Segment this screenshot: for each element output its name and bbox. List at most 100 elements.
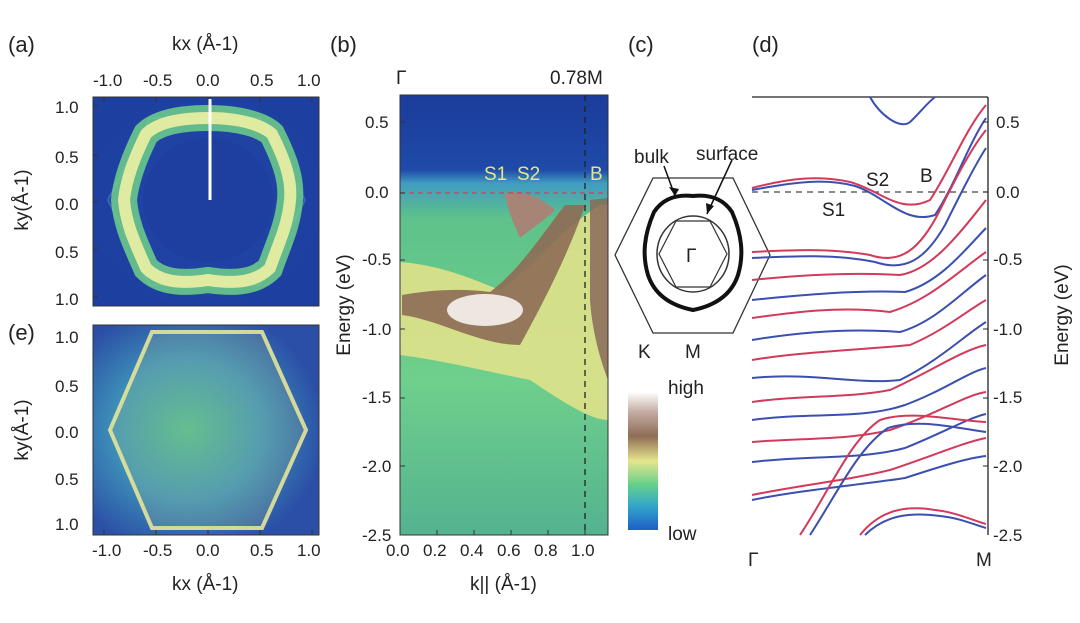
panel-a-tick-x: -1.0: [93, 71, 122, 90]
band: [751, 391, 987, 443]
band: [751, 104, 987, 206]
panel-b-tick-x: 0.8: [534, 541, 558, 560]
panel-e-tick-y: 1.0: [55, 328, 79, 347]
panel-a-y-label: ky(Å-1): [12, 169, 33, 230]
panel-d-annot-s2: S2: [866, 170, 889, 191]
bulk-contour: [642, 193, 744, 313]
panel-b-label: (b): [330, 32, 357, 57]
panel-d-tick-y: 0.0: [996, 183, 1020, 202]
panel-c-surface-label: surface: [696, 144, 758, 165]
panel-d-tick-y: -0.5: [993, 250, 1022, 269]
panel-a-frame-ticks: [93, 97, 313, 298]
colorbar-gradient: [628, 392, 658, 530]
panel-a-tick-x: 0.5: [250, 71, 274, 90]
panel-d-tick-y: -1.5: [993, 388, 1022, 407]
band: [751, 199, 987, 281]
panel-c-k-label: K: [638, 342, 651, 363]
band: [869, 96, 936, 125]
panel-a-tick-y: 0.0: [55, 195, 79, 214]
band: [809, 422, 987, 536]
panel-a-tick-y: 1.0: [55, 98, 79, 117]
panel-a-inner-pocket: [143, 138, 273, 262]
panel-e-x-ticks: -1.0 -0.5 0.0 0.5 1.0: [92, 541, 321, 560]
panel-a-tick-y: 1.0: [55, 290, 79, 309]
panel-e-y-label: ky(Å-1): [12, 399, 33, 460]
panel-b-tick-y: -0.5: [362, 250, 391, 269]
band: [751, 455, 987, 501]
panel-a-y-ticks: 1.0 0.5 0.0 0.5 1.0: [55, 98, 79, 309]
band: [751, 274, 987, 341]
panel-b-tick-y: 0.5: [365, 113, 389, 132]
bulk-pointer-arrow: [669, 187, 679, 196]
panel-e-x-label: kx (Å-1): [172, 574, 239, 595]
panel-d-bands: [751, 96, 987, 536]
panel-b-tick-y: -1.0: [362, 320, 391, 339]
panel-e-tick-y: 1.0: [55, 515, 79, 534]
panel-e-tick-x: 0.0: [196, 541, 220, 560]
brillouin-zone-hexagon: [614, 177, 771, 334]
panel-b-annot-s2: S2: [517, 164, 540, 185]
panel-b-tick-x: 0.4: [460, 541, 484, 560]
panel-e-hex-contour: [107, 330, 309, 530]
panel-d-label: (d): [752, 32, 779, 57]
band: [859, 507, 987, 536]
panel-c-diagram: [614, 159, 771, 334]
panel-d-x-gamma: Γ: [748, 550, 758, 571]
panel-b-tick-y: 0.0: [365, 183, 389, 202]
panel-b-tick-y: -2.5: [362, 526, 391, 545]
panel-d-tick-y: -1.0: [993, 320, 1022, 339]
band: [751, 129, 987, 259]
panel-a-top-ticks: -1.0 -0.5 0.0 0.5 1.0: [93, 71, 321, 90]
panel-e-frame-ticks: [103, 530, 313, 535]
panel-a-top-axis-label: kx (Å-1): [172, 34, 239, 55]
panel-b-annot-b: B: [590, 164, 603, 185]
band: [751, 251, 987, 319]
panel-d-tick-y: 0.5: [996, 113, 1020, 132]
surface-contour: [656, 215, 730, 293]
colorbar: high low: [628, 378, 704, 545]
panel-d-tick-y: -2.5: [993, 526, 1022, 545]
band: [864, 513, 987, 536]
band: [751, 321, 987, 383]
panel-b-tick-x: 0.6: [497, 541, 521, 560]
band: [751, 367, 987, 421]
panel-b-tick-x: 1.0: [571, 541, 595, 560]
panel-c-gamma-label: Γ: [686, 246, 696, 267]
panel-b-upper-feature: [505, 192, 555, 238]
panel-b-y-ticks: 0.5 0.0 -0.5 -1.0 -1.5 -2.0 -2.5: [362, 113, 391, 545]
panel-c-bulk-label: bulk: [634, 147, 669, 168]
panel-d-y-ticks: 0.5 0.0 -0.5 -1.0 -1.5 -2.0 -2.5: [993, 113, 1022, 545]
panel-e-frame: [92, 324, 320, 536]
panel-b-tick-x: 0.0: [386, 541, 410, 560]
panel-a-tick-x: 1.0: [297, 71, 321, 90]
panel-e-hex-fill: [110, 332, 306, 528]
band: [751, 437, 987, 496]
panel-a-tick-y: 0.5: [55, 243, 79, 262]
panel-a-fermi-ring-core: [117, 111, 297, 288]
panel-e-tick-y: 0.5: [55, 470, 79, 489]
panel-a-tick-x: 0.0: [196, 71, 220, 90]
panel-d-annot-b: B: [920, 166, 933, 187]
panel-b-right-feature: [590, 198, 608, 380]
panel-b-annot-s1: S1: [484, 164, 507, 185]
panel-a-label: (a): [8, 32, 35, 57]
panel-e-tick-x: 1.0: [297, 541, 321, 560]
panel-e-tick-x: 0.5: [250, 541, 274, 560]
band: [751, 227, 987, 301]
panel-d-plot: [751, 96, 989, 536]
surface-pointer-arrow: [706, 203, 714, 214]
panel-e-plot: [92, 324, 320, 536]
panel-c-label: (c): [628, 32, 654, 57]
panel-a-tick-y: 0.5: [55, 148, 79, 167]
panel-b-tick-y: -2.0: [362, 457, 391, 476]
surface-contour-inner: [658, 220, 728, 288]
panel-c-m-label: M: [685, 342, 701, 363]
panel-b-tick-x: 0.2: [423, 541, 447, 560]
band: [751, 147, 987, 267]
panel-a-plot: [92, 96, 320, 307]
panel-b-frame: [399, 94, 609, 536]
panel-e-tick-x: -1.0: [92, 541, 121, 560]
panel-a-tick-x: -0.5: [143, 71, 172, 90]
panel-d-frame-ticks: [983, 121, 988, 467]
